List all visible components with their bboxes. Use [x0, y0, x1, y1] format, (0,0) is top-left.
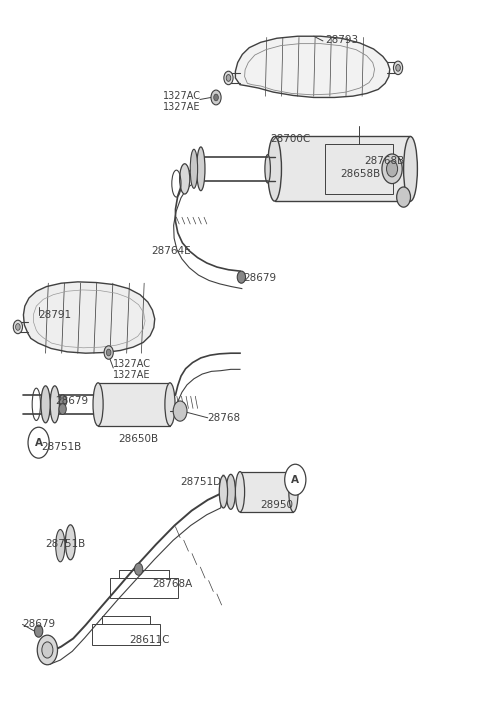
Ellipse shape — [404, 137, 418, 201]
Ellipse shape — [289, 472, 298, 512]
Ellipse shape — [65, 525, 75, 560]
Text: 28700C: 28700C — [270, 133, 310, 144]
Ellipse shape — [50, 386, 60, 423]
Text: 28679: 28679 — [56, 396, 89, 406]
Circle shape — [37, 635, 58, 665]
Ellipse shape — [165, 383, 175, 426]
Circle shape — [59, 395, 67, 407]
Circle shape — [13, 320, 23, 334]
Circle shape — [224, 72, 233, 85]
Circle shape — [173, 401, 187, 421]
Text: 28764E: 28764E — [152, 246, 191, 256]
Ellipse shape — [197, 147, 205, 191]
Circle shape — [214, 94, 218, 101]
Text: 28751D: 28751D — [180, 477, 221, 486]
Text: 28650B: 28650B — [118, 435, 158, 444]
Text: A: A — [35, 437, 43, 448]
Text: 28768: 28768 — [208, 413, 241, 423]
Polygon shape — [235, 36, 390, 97]
Circle shape — [104, 346, 113, 359]
Circle shape — [386, 161, 397, 177]
Text: 28768B: 28768B — [364, 156, 405, 165]
Ellipse shape — [265, 155, 270, 183]
Ellipse shape — [268, 137, 281, 201]
Circle shape — [396, 187, 410, 207]
Text: 28793: 28793 — [325, 34, 359, 45]
Circle shape — [35, 625, 43, 637]
Ellipse shape — [226, 475, 235, 510]
Text: 28679: 28679 — [244, 273, 277, 283]
Text: 28768A: 28768A — [153, 579, 192, 589]
Text: 28751B: 28751B — [41, 442, 81, 451]
Text: 1327AC
1327AE: 1327AC 1327AE — [113, 358, 151, 380]
Text: 28611C: 28611C — [130, 635, 170, 645]
Text: 28950: 28950 — [261, 501, 294, 510]
Text: 28751B: 28751B — [46, 538, 86, 549]
Bar — [110, 578, 178, 598]
Polygon shape — [24, 282, 155, 353]
Circle shape — [59, 404, 66, 414]
Circle shape — [134, 563, 143, 576]
Circle shape — [237, 271, 246, 283]
Circle shape — [285, 464, 306, 495]
Ellipse shape — [219, 476, 228, 508]
Circle shape — [42, 642, 53, 658]
Ellipse shape — [93, 383, 103, 426]
Circle shape — [394, 61, 403, 74]
Circle shape — [211, 90, 221, 105]
Ellipse shape — [235, 472, 245, 512]
Text: 28791: 28791 — [38, 310, 72, 320]
Circle shape — [226, 74, 231, 81]
Ellipse shape — [180, 164, 190, 194]
Bar — [92, 624, 160, 645]
Text: A: A — [291, 475, 300, 484]
Circle shape — [28, 427, 49, 458]
Text: 1327AC
1327AE: 1327AC 1327AE — [163, 90, 201, 112]
Text: 28679: 28679 — [23, 620, 56, 629]
Circle shape — [15, 324, 20, 330]
Ellipse shape — [190, 149, 198, 189]
Circle shape — [382, 154, 402, 184]
Bar — [240, 472, 293, 512]
Bar — [325, 144, 394, 193]
Bar — [98, 383, 170, 426]
Text: 28658B: 28658B — [340, 169, 381, 179]
Ellipse shape — [41, 386, 50, 423]
Bar — [275, 137, 410, 201]
Circle shape — [107, 349, 111, 356]
Circle shape — [396, 64, 400, 72]
Ellipse shape — [56, 529, 65, 562]
